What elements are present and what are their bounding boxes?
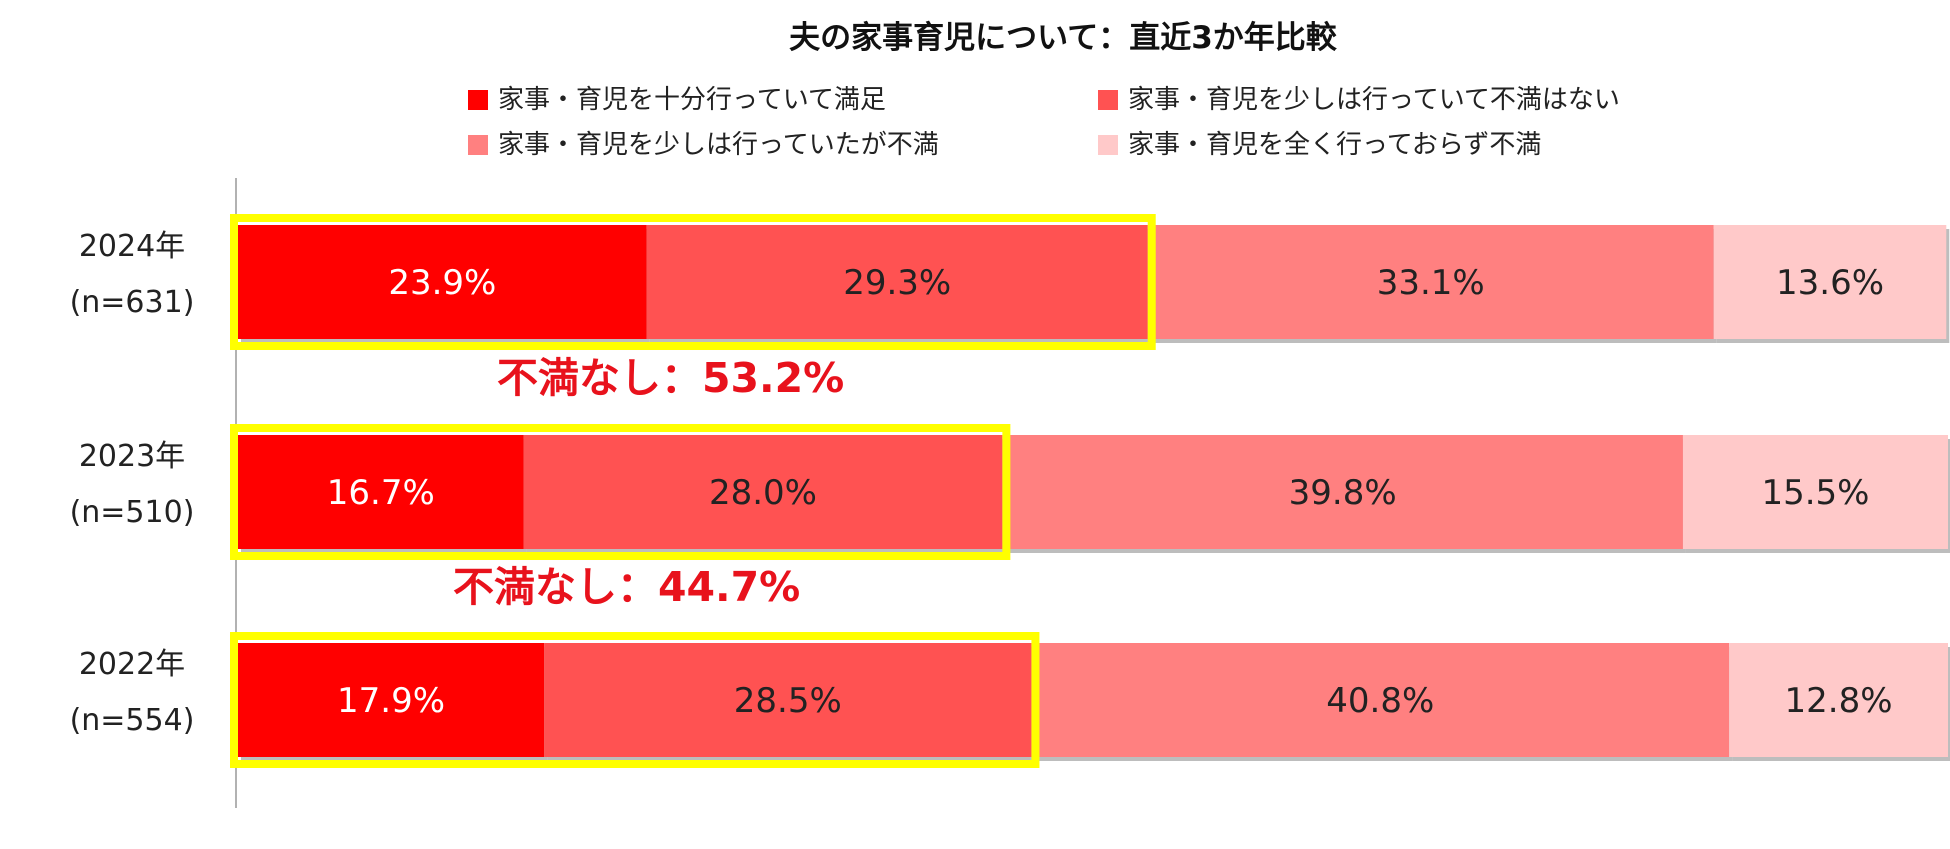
- bar-row-3: 2022年 (n=554) 17.9% 28.5% 40.8% 12.8%: [70, 632, 1950, 768]
- data-label: 29.3%: [843, 263, 951, 303]
- legend-label: 家事・育児を少しは行っていたが不満: [498, 130, 939, 160]
- bar-segment-3: [1147, 225, 1714, 339]
- data-label: 40.8%: [1326, 681, 1434, 721]
- data-label: 16.7%: [327, 473, 435, 513]
- category-n-label: (n=510): [70, 495, 195, 530]
- bar-segment-1: [238, 435, 524, 549]
- category-year-label: 2024年: [79, 229, 185, 264]
- highlight-frame: [230, 214, 1156, 350]
- legend-swatch: [468, 90, 488, 110]
- highlight-frame: [230, 632, 1040, 768]
- legend-label: 家事・育児を少しは行っていて不満はない: [1128, 85, 1620, 115]
- bar-segment-3: [1002, 435, 1683, 549]
- bar-segment-4: [1682, 435, 1948, 549]
- data-label: 12.8%: [1785, 681, 1893, 721]
- bar-segment-1: [238, 225, 647, 339]
- bar-segment-3: [1031, 643, 1730, 757]
- annotation-no-dissatisfaction: 不満なし：53.2%: [497, 354, 844, 402]
- bars-group: 2024年 (n=631) 23.9% 29.3% 33.1% 13.6% 2023年 (n=…: [70, 214, 1950, 768]
- bar-segment-4: [1713, 225, 1947, 339]
- data-label: 23.9%: [388, 263, 496, 303]
- chart-title: 夫の家事育児について：直近3か年比較: [789, 20, 1338, 56]
- legend-item-3: 家事・育児を少しは行っていたが不満: [468, 130, 939, 160]
- bar-segment-2: [544, 643, 1032, 757]
- bar-row-1: 2024年 (n=631) 23.9% 29.3% 33.1% 13.6%: [70, 214, 1950, 350]
- legend: 家事・育児を十分行っていて満足 家事・育児を少しは行っていて不満はない家事・育児を…: [468, 85, 1620, 160]
- legend-label: 家事・育児を全く行っておらず不満: [1128, 130, 1541, 160]
- data-label: 17.9%: [337, 681, 445, 721]
- highlight-frame: [230, 424, 1011, 560]
- category-year-label: 2022年: [79, 647, 185, 682]
- bar-segment-2: [523, 435, 1003, 549]
- data-label: 13.6%: [1776, 263, 1884, 303]
- category-year-label: 2023年: [79, 439, 185, 474]
- data-label: 39.8%: [1289, 473, 1397, 513]
- data-label: 15.5%: [1761, 473, 1869, 513]
- data-label: 33.1%: [1377, 263, 1485, 303]
- bar-segment-1: [238, 643, 545, 757]
- legend-item-4: 家事・育児を全く行っておらず不満: [1098, 130, 1541, 160]
- bar-row-2: 2023年 (n=510) 16.7% 28.0% 39.8% 15.5%: [70, 424, 1950, 560]
- legend-swatch: [1098, 135, 1118, 155]
- legend-item-1: 家事・育児を十分行っていて満足: [468, 85, 886, 115]
- bar-segment-2: [646, 225, 1148, 339]
- data-label: 28.5%: [734, 681, 842, 721]
- legend-label: 家事・育児を十分行っていて満足: [498, 85, 886, 115]
- legend-item-2: 家事・育児を少しは行っていて不満はない: [1098, 85, 1620, 115]
- bar-segment-4: [1729, 643, 1948, 757]
- annotations-group: 不満なし：53.2% 不満なし：44.7%: [453, 354, 844, 611]
- category-n-label: (n=631): [70, 285, 195, 320]
- data-label: 28.0%: [709, 473, 817, 513]
- legend-swatch: [468, 135, 488, 155]
- category-n-label: (n=554): [70, 703, 195, 738]
- annotation-no-dissatisfaction: 不満なし：44.7%: [453, 563, 800, 611]
- legend-swatch: [1098, 90, 1118, 110]
